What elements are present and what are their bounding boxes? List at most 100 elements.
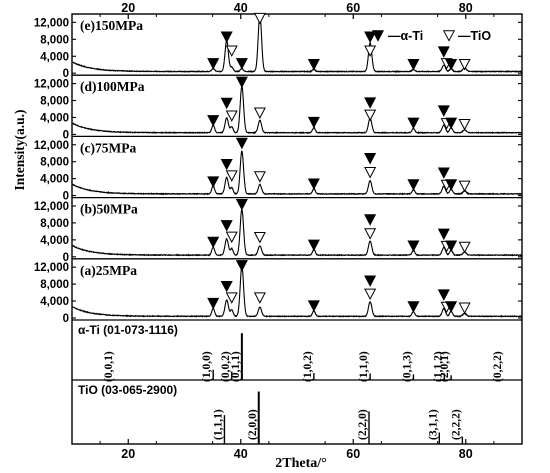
alpha-ti-marker xyxy=(364,97,377,109)
tio-marker xyxy=(253,12,266,25)
alpha-ti-marker xyxy=(407,301,420,313)
reference-hkl-label: (1,0,2) xyxy=(302,351,314,382)
y-axis-tick-label: 12,000 xyxy=(34,201,69,213)
panel-label: (b)50MPa xyxy=(80,202,138,217)
phase-markers xyxy=(207,12,471,315)
axis-ticks xyxy=(72,14,522,444)
reference-hkl-label: (2,0,1) xyxy=(439,351,451,382)
reference-hkl-label: (2,2,0) xyxy=(357,409,369,440)
plot-frame xyxy=(71,13,523,445)
alpha-ti-marker xyxy=(364,214,377,226)
alpha-ti-marker xyxy=(437,289,450,301)
xrd-trace xyxy=(71,85,523,135)
reference-hkl-label: (0,2,2) xyxy=(492,351,504,382)
reference-hkl-label: (3,1,1) xyxy=(427,409,439,440)
tio-marker xyxy=(253,292,266,304)
alpha-ti-marker xyxy=(220,220,233,232)
reference-hkl-label: (0,0,2) xyxy=(220,351,232,382)
alpha-ti-marker xyxy=(235,198,248,211)
y-axis-tick-label: 8,000 xyxy=(40,34,69,46)
tio-marker xyxy=(364,288,377,301)
alpha-ti-marker xyxy=(307,178,320,190)
tio-marker xyxy=(253,232,266,244)
tio-marker xyxy=(458,180,471,193)
y-axis-tick-label: 8,000 xyxy=(40,96,69,108)
alpha-ti-marker xyxy=(407,59,420,71)
alpha-ti-marker xyxy=(235,58,248,70)
reference-hkl-label: (0,1,3) xyxy=(401,351,413,382)
top-axis-tick-label: 60 xyxy=(346,1,360,15)
y-axis-tick-label: 8,000 xyxy=(40,218,69,230)
reference-hkl-label: (0,1,1) xyxy=(230,351,242,382)
reference-pattern-title: α-Ti (01-073-1116) xyxy=(78,323,178,337)
tio-marker xyxy=(364,167,377,179)
top-axis-tick-label: 40 xyxy=(234,1,248,15)
alpha-ti-marker xyxy=(307,116,320,129)
y-axis-tick-label: 8,000 xyxy=(40,157,69,169)
tio-marker xyxy=(458,241,471,254)
reference-hkl-label: (1,0,0) xyxy=(201,351,213,382)
bottom-axis-tick-label: 80 xyxy=(459,447,473,461)
alpha-ti-marker xyxy=(407,117,420,130)
reference-hkl-label: (2,0,0) xyxy=(247,409,259,440)
reference-hkl-label: (2,2,2) xyxy=(450,409,462,440)
xrd-trace xyxy=(71,265,523,318)
legend-marker-alpha-ti xyxy=(371,30,385,42)
alpha-ti-marker xyxy=(220,31,233,43)
tio-marker xyxy=(253,107,266,119)
top-axis-tick-label: 80 xyxy=(459,1,473,15)
reference-patterns xyxy=(212,333,505,444)
y-axis-label: Intensity(a.u.) xyxy=(12,109,27,190)
y-axis-tick-label: 0 xyxy=(63,191,69,203)
panel-label: (d)100MPa xyxy=(80,79,145,94)
y-axis-tick-label: 4,000 xyxy=(40,51,69,63)
x-axis-label: 2Theta/° xyxy=(275,456,327,471)
alpha-ti-marker xyxy=(307,300,320,312)
legend-marker-tio xyxy=(442,30,456,42)
xrd-trace xyxy=(71,15,523,74)
tio-marker xyxy=(225,45,238,57)
legend-label-alpha-ti: —α-Ti xyxy=(388,29,423,43)
tio-marker xyxy=(364,109,377,122)
tio-marker xyxy=(253,171,266,183)
bottom-axis-tick-label: 20 xyxy=(121,447,135,461)
reference-hkl-label: (1,1,0) xyxy=(358,351,370,382)
alpha-ti-marker xyxy=(220,280,233,293)
y-axis-tick-label: 12,000 xyxy=(34,262,69,274)
y-axis-tick-label: 0 xyxy=(63,129,69,141)
y-axis-tick-label: 12,000 xyxy=(34,17,69,29)
alpha-ti-marker xyxy=(364,153,377,165)
tio-marker xyxy=(225,110,238,122)
xrd-trace xyxy=(71,208,523,257)
xrd-trace xyxy=(71,150,523,196)
alpha-ti-marker xyxy=(307,239,320,252)
reference-hkl-label: (1,1,1) xyxy=(212,409,224,440)
alpha-ti-marker xyxy=(445,117,458,130)
legend-label-tio: —TiO xyxy=(458,29,491,43)
tio-marker xyxy=(458,118,471,131)
y-axis-tick-label: 0 xyxy=(63,68,69,80)
alpha-ti-marker xyxy=(437,228,450,241)
alpha-ti-marker xyxy=(307,59,320,71)
y-axis-tick-label: 12,000 xyxy=(34,79,69,91)
tio-marker xyxy=(225,231,238,244)
alpha-ti-marker xyxy=(437,167,450,179)
alpha-ti-marker xyxy=(445,179,458,191)
panel-label: (e)150MPa xyxy=(80,18,143,33)
alpha-ti-marker xyxy=(220,158,233,171)
reference-hkl-label: (0,0,1) xyxy=(103,351,115,382)
y-axis-tick-label: 4,000 xyxy=(40,235,69,247)
y-axis-tick-label: 0 xyxy=(63,313,69,325)
tio-marker xyxy=(225,292,238,304)
tio-marker xyxy=(458,59,471,71)
y-axis-tick-label: 12,000 xyxy=(34,140,69,152)
alpha-ti-marker xyxy=(207,297,220,310)
outer-frame xyxy=(71,13,523,445)
tio-marker xyxy=(364,228,377,240)
tio-marker xyxy=(364,45,377,57)
reference-hkl-label: (1,1,2) xyxy=(432,351,444,382)
panel-label: (c)75MPa xyxy=(80,140,136,155)
y-axis-tick-label: 4,000 xyxy=(40,112,69,124)
